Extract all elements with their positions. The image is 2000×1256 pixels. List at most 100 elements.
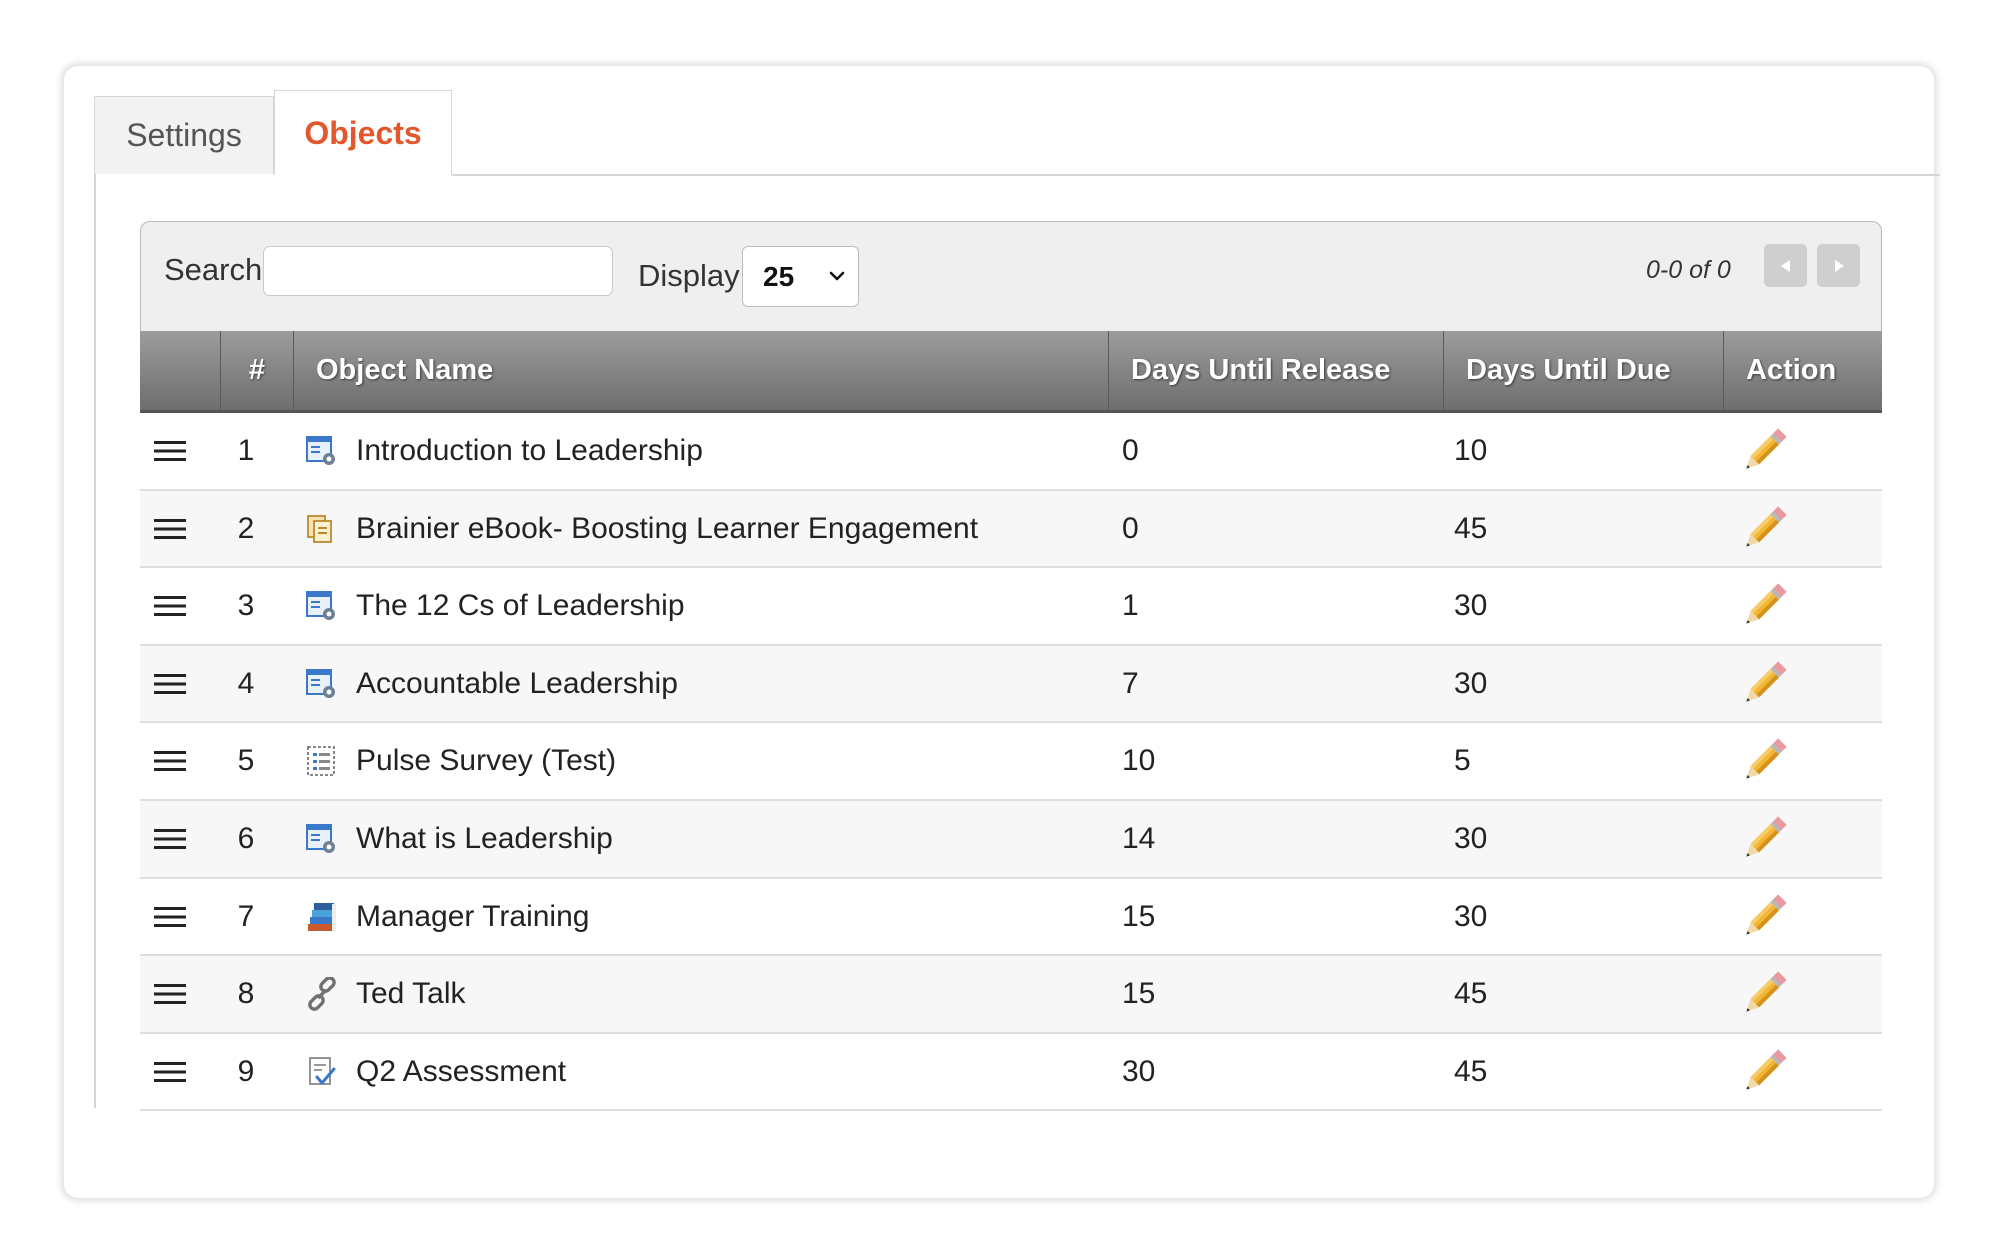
tab-objects[interactable]: Objects — [274, 90, 452, 175]
table-row: 2 Brainier eBook- Boosting Learner Engag… — [140, 490, 1882, 569]
document-pages-icon — [305, 491, 341, 567]
object-name: Brainier eBook- Boosting Learner Engagem… — [356, 511, 979, 545]
triangle-left-icon — [1780, 259, 1790, 272]
row-number: 5 — [237, 744, 255, 778]
pencil-icon — [1746, 583, 1787, 624]
table-header: # Object Name Days Until Release Days Un… — [140, 331, 1882, 413]
days-until-release: 30 — [1122, 1054, 1156, 1088]
days-until-due: 45 — [1454, 977, 1488, 1011]
display-count-select[interactable]: 25 — [742, 246, 859, 307]
drag-handle-icon[interactable] — [154, 413, 188, 489]
chevron-down-icon — [829, 271, 845, 281]
edit-button[interactable] — [1736, 1034, 1792, 1110]
pager-status: 0-0 of 0 — [1646, 256, 1731, 284]
pencil-icon — [1746, 816, 1787, 857]
table-body: 1 Introduction to Leadership 0 10 — [140, 413, 1882, 1112]
table-row: 5 Pulse Survey (Test) 10 5 — [140, 723, 1882, 801]
objects-panel: Settings Objects Search Display 25 0-0 o… — [64, 66, 1940, 1198]
books-stack-icon — [305, 879, 341, 955]
object-name: Introduction to Leadership — [356, 434, 703, 467]
tab-settings[interactable]: Settings — [94, 96, 274, 174]
column-header-handle — [140, 331, 220, 410]
column-header-days-until-release[interactable]: Days Until Release — [1108, 331, 1443, 410]
days-until-release: 1 — [1122, 589, 1139, 623]
drag-handle-icon[interactable] — [154, 956, 188, 1032]
days-until-due: 30 — [1454, 589, 1488, 623]
object-name: The 12 Cs of Leadership — [356, 589, 685, 623]
course-module-icon — [305, 568, 341, 644]
object-name: What is Leadership — [356, 821, 613, 855]
days-until-due: 10 — [1454, 434, 1488, 467]
next-page-button[interactable] — [1817, 244, 1860, 287]
course-module-icon — [305, 413, 341, 489]
row-number: 3 — [237, 589, 255, 623]
column-header-object-name[interactable]: Object Name — [293, 331, 1108, 410]
link-chain-icon — [305, 956, 341, 1032]
drag-handle-icon[interactable] — [154, 646, 188, 722]
days-until-release: 0 — [1122, 434, 1139, 467]
triangle-right-icon — [1834, 259, 1844, 272]
display-label: Display — [638, 258, 740, 293]
pencil-icon — [1746, 971, 1787, 1012]
search-label: Search — [164, 252, 263, 287]
row-number: 7 — [237, 899, 255, 933]
display-count-value: 25 — [763, 260, 795, 292]
previous-page-button[interactable] — [1764, 244, 1807, 287]
days-until-release: 15 — [1122, 977, 1156, 1011]
object-name: Accountable Leadership — [356, 666, 678, 700]
object-name: Ted Talk — [356, 977, 466, 1011]
edit-button[interactable] — [1736, 413, 1792, 489]
drag-handle-icon[interactable] — [154, 491, 188, 567]
column-header-action: Action — [1723, 331, 1882, 410]
row-number: 8 — [237, 977, 255, 1011]
edit-button[interactable] — [1736, 646, 1792, 722]
days-until-release: 15 — [1122, 899, 1156, 933]
days-until-due: 45 — [1454, 511, 1488, 545]
object-name: Pulse Survey (Test) — [356, 744, 617, 778]
edit-button[interactable] — [1736, 491, 1792, 567]
days-until-due: 5 — [1454, 744, 1471, 778]
drag-handle-icon[interactable] — [154, 568, 188, 644]
table-row: 4 Accountable Leadership 7 30 — [140, 645, 1882, 724]
objects-table: Search Display 25 0-0 of 0 — [140, 221, 1882, 1176]
pencil-icon — [1746, 1049, 1787, 1090]
edit-button[interactable] — [1736, 568, 1792, 644]
table-row: 7 Manager Training 15 30 — [140, 879, 1882, 957]
drag-handle-icon[interactable] — [154, 879, 188, 955]
drag-handle-icon[interactable] — [154, 801, 188, 877]
edit-button[interactable] — [1736, 723, 1792, 799]
assessment-check-icon — [305, 1034, 341, 1110]
row-number: 9 — [237, 1054, 255, 1088]
survey-form-icon — [305, 723, 341, 799]
tab-divider — [452, 174, 1940, 176]
table-row: 1 Introduction to Leadership 0 10 — [140, 413, 1882, 491]
days-until-due: 45 — [1454, 1054, 1488, 1088]
days-until-due: 30 — [1454, 821, 1488, 855]
object-name: Q2 Assessment — [356, 1054, 567, 1088]
pencil-icon — [1746, 738, 1787, 780]
column-header-number[interactable]: # — [220, 331, 293, 410]
days-until-release: 7 — [1122, 666, 1139, 700]
edit-button[interactable] — [1736, 879, 1792, 955]
pencil-icon — [1746, 505, 1787, 547]
days-until-release: 0 — [1122, 511, 1139, 545]
table-row: 8 Ted Talk 15 45 — [140, 956, 1882, 1034]
table-row: 9 Q2 Assessment 30 45 — [140, 1034, 1882, 1112]
object-name: Manager Training — [356, 899, 590, 933]
column-header-days-until-due[interactable]: Days Until Due — [1443, 331, 1723, 410]
row-number: 4 — [237, 666, 255, 700]
row-number: 6 — [237, 821, 255, 855]
days-until-release: 14 — [1122, 821, 1156, 855]
row-number: 2 — [237, 511, 255, 545]
edit-button[interactable] — [1736, 801, 1792, 877]
table-row: 3 The 12 Cs of Leadership 1 30 — [140, 568, 1882, 646]
drag-handle-icon[interactable] — [154, 723, 188, 799]
days-until-release: 10 — [1122, 744, 1156, 778]
pencil-icon — [1746, 893, 1787, 935]
edit-button[interactable] — [1736, 956, 1792, 1032]
search-input[interactable] — [263, 246, 613, 296]
days-until-due: 30 — [1454, 666, 1488, 700]
drag-handle-icon[interactable] — [154, 1034, 188, 1110]
row-number: 1 — [237, 434, 255, 467]
days-until-due: 30 — [1454, 899, 1488, 933]
